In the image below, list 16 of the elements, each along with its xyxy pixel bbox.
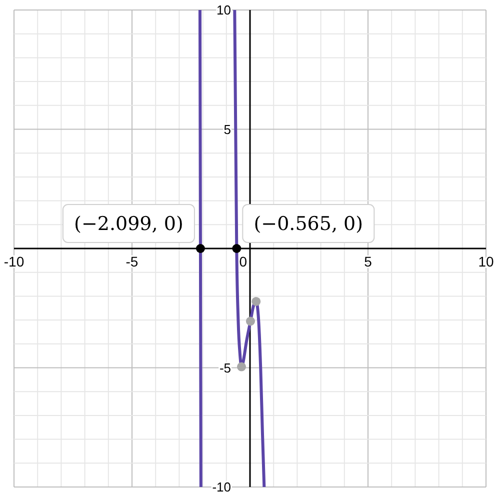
x-tick-label: 0: [239, 254, 248, 270]
x-tick-label: -5: [126, 254, 138, 270]
y-tick-label: 5: [224, 122, 231, 137]
y-tick-label: -5: [219, 360, 231, 376]
x-tick-label: 5: [364, 254, 372, 270]
annotation: (−2.099, 0): [74, 213, 184, 236]
point: [196, 244, 205, 253]
annotation: (−0.565, 0): [254, 213, 364, 236]
point: [246, 316, 255, 326]
point: [252, 296, 261, 306]
y-tick-label: -10: [212, 480, 231, 495]
point: [237, 362, 246, 372]
y-tick-label: 10: [216, 2, 231, 18]
x-tick-label: -10: [4, 254, 24, 270]
point: [232, 244, 242, 253]
x-tick-label: 10: [478, 254, 494, 270]
